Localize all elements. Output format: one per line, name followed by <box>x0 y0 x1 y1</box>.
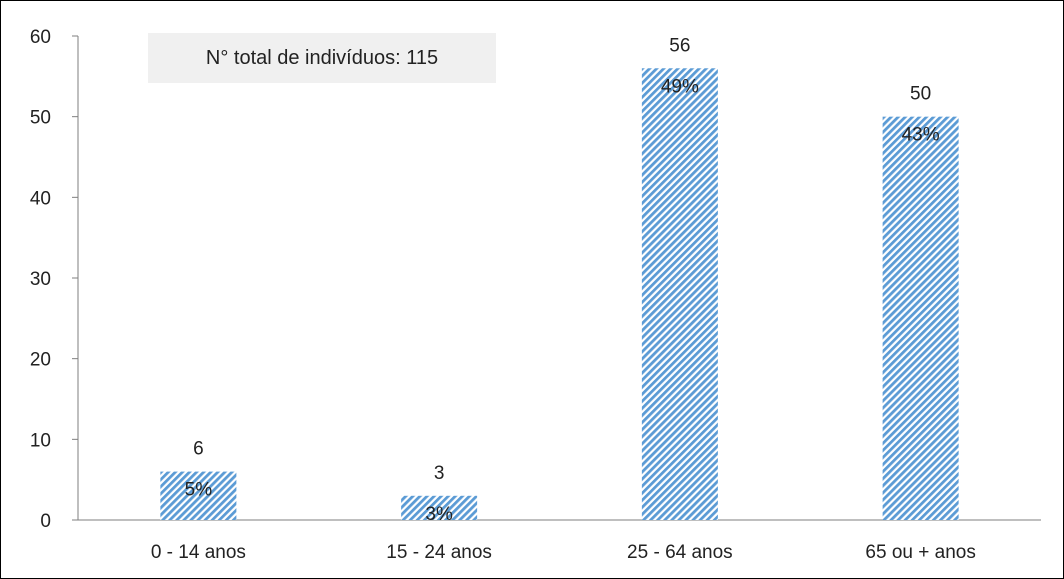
bar-value-label: 3 <box>434 463 445 484</box>
y-tick-label: 50 <box>30 108 51 129</box>
bar-percent-label: 43% <box>902 125 940 146</box>
bar <box>401 495 478 520</box>
bar-percent-label: 3% <box>425 504 453 525</box>
x-category-label: 25 - 64 anos <box>627 542 733 563</box>
x-axis: 0 - 14 anos 15 - 24 anos 25 - 64 anos 65 ou… <box>72 519 1041 563</box>
y-tick-label: 40 <box>30 188 51 209</box>
y-tick-label: 10 <box>30 430 51 451</box>
bar-value-label: 6 <box>193 439 204 460</box>
bar-percent-label: 49% <box>661 76 699 97</box>
bars-group <box>160 68 959 521</box>
bar <box>882 116 959 521</box>
bar-value-label: 50 <box>910 84 931 105</box>
bar <box>641 68 718 521</box>
total-individuals-annotation: N° total de indivíduos: 115 <box>148 33 496 83</box>
y-tick-label: 60 <box>30 27 51 48</box>
labels-group: 6 5% 3 3% 56 49% 50 43% <box>185 35 940 525</box>
x-category-label: 65 ou + anos <box>865 542 975 563</box>
bar-value-label: 56 <box>669 35 690 56</box>
y-tick-label: 20 <box>30 350 51 371</box>
y-tick-label: 30 <box>30 269 51 290</box>
bar <box>160 471 237 520</box>
x-category-label: 0 - 14 anos <box>151 542 246 563</box>
y-axis: 0 10 20 30 40 50 60 <box>30 27 79 532</box>
x-category-label: 15 - 24 anos <box>386 542 492 563</box>
y-tick-label: 0 <box>40 511 51 532</box>
bar-percent-label: 5% <box>185 480 213 501</box>
